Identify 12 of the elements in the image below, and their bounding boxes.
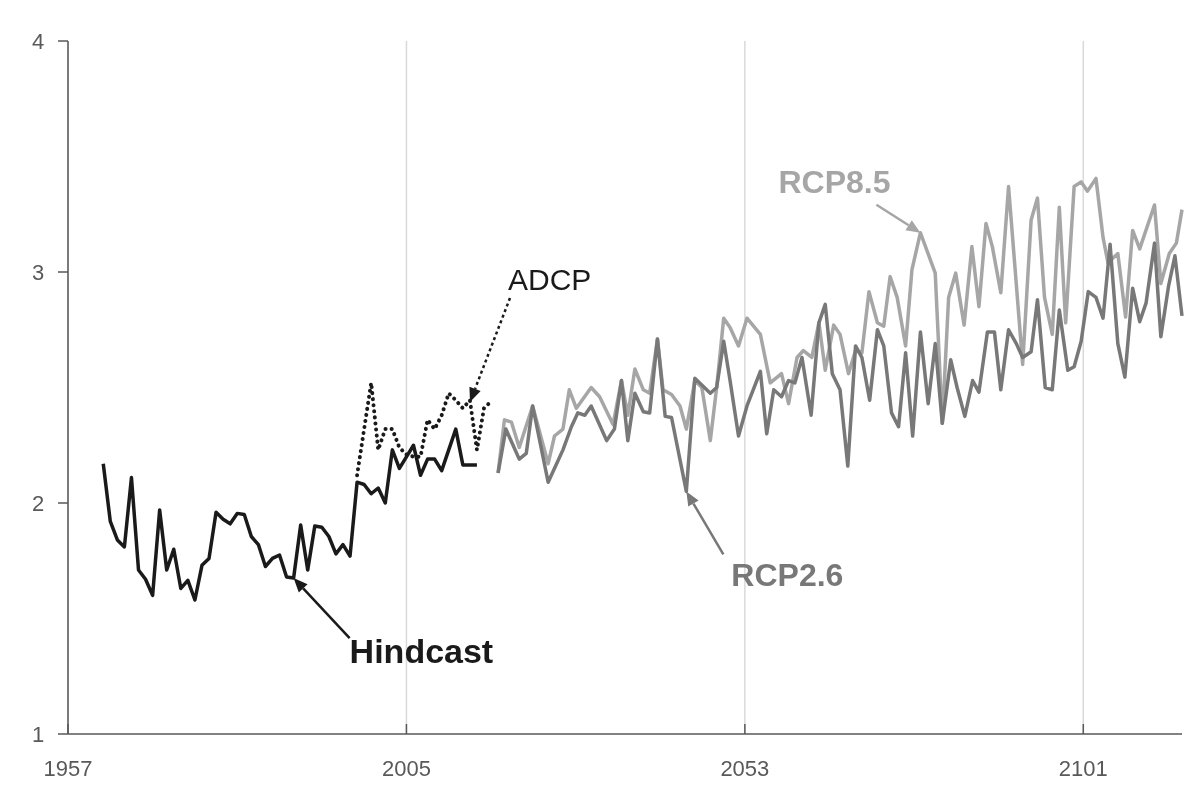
annotation: RCP2.6 xyxy=(731,557,844,594)
y-tick-label: 1 xyxy=(31,721,45,747)
y-tick-label: 2 xyxy=(31,490,45,516)
x-tick-label: 1957 xyxy=(43,756,93,781)
x-tick-label: 2053 xyxy=(720,756,770,781)
y-tick-label: 3 xyxy=(31,259,45,285)
x-tick-label: 2005 xyxy=(381,756,431,781)
x-tick-label: 2101 xyxy=(1058,756,1108,781)
y-tick-label: 4 xyxy=(31,28,45,54)
annotation: RCP8.5 xyxy=(778,163,891,200)
annotation: ADCP xyxy=(508,263,592,296)
annotation: Hindcast xyxy=(349,632,494,671)
